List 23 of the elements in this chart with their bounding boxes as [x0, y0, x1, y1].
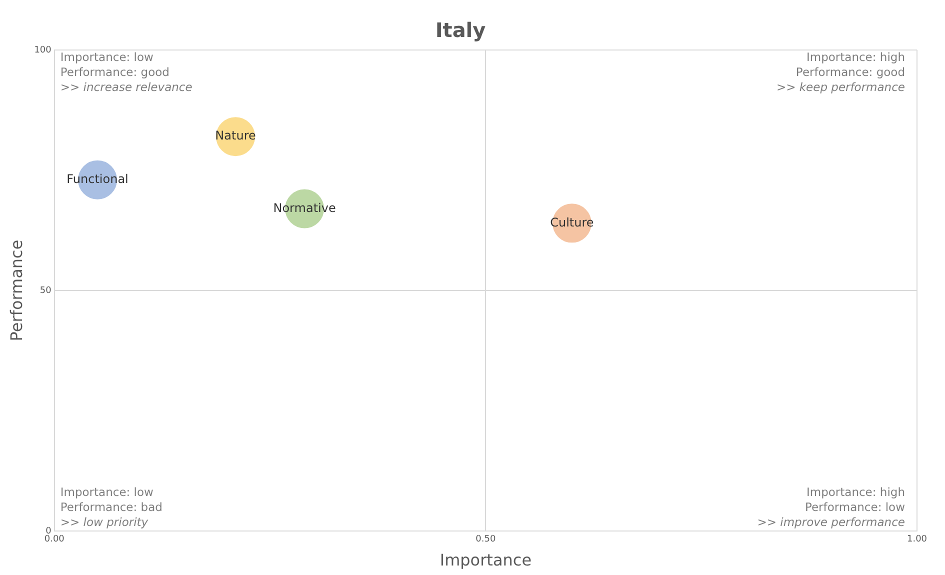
- annotation: Performance: good: [60, 64, 170, 79]
- annotation: Performance: bad: [60, 500, 162, 514]
- y-tick-label: 0: [46, 526, 52, 536]
- annotation: Performance: good: [796, 64, 905, 79]
- annotation: Performance: low: [804, 500, 905, 514]
- x-axis-title: Importance: [440, 550, 532, 570]
- series-label: Functional: [66, 172, 128, 186]
- annotation: Importance: high: [806, 484, 905, 499]
- annotation: Importance: high: [806, 50, 905, 64]
- x-tick-label: 0.50: [476, 534, 496, 545]
- x-tick-label: 1.00: [906, 534, 928, 545]
- x-tick-label: 0.00: [44, 534, 65, 545]
- annotation: Importance: low: [60, 50, 154, 64]
- y-tick-label: 100: [34, 45, 52, 56]
- annotation: >> keep performance: [776, 80, 905, 94]
- annotation: >> increase relevance: [60, 80, 192, 94]
- series-label: Culture: [550, 215, 594, 230]
- chart-title: Italy: [435, 18, 486, 42]
- annotation: >> low priority: [60, 514, 148, 529]
- y-tick-label: 50: [40, 286, 52, 296]
- annotation: Importance: low: [60, 484, 154, 499]
- annotation: >> improve performance: [757, 514, 905, 529]
- y-axis-title: Performance: [6, 240, 26, 342]
